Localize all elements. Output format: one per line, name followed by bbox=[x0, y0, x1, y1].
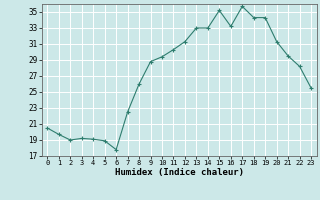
X-axis label: Humidex (Indice chaleur): Humidex (Indice chaleur) bbox=[115, 168, 244, 177]
